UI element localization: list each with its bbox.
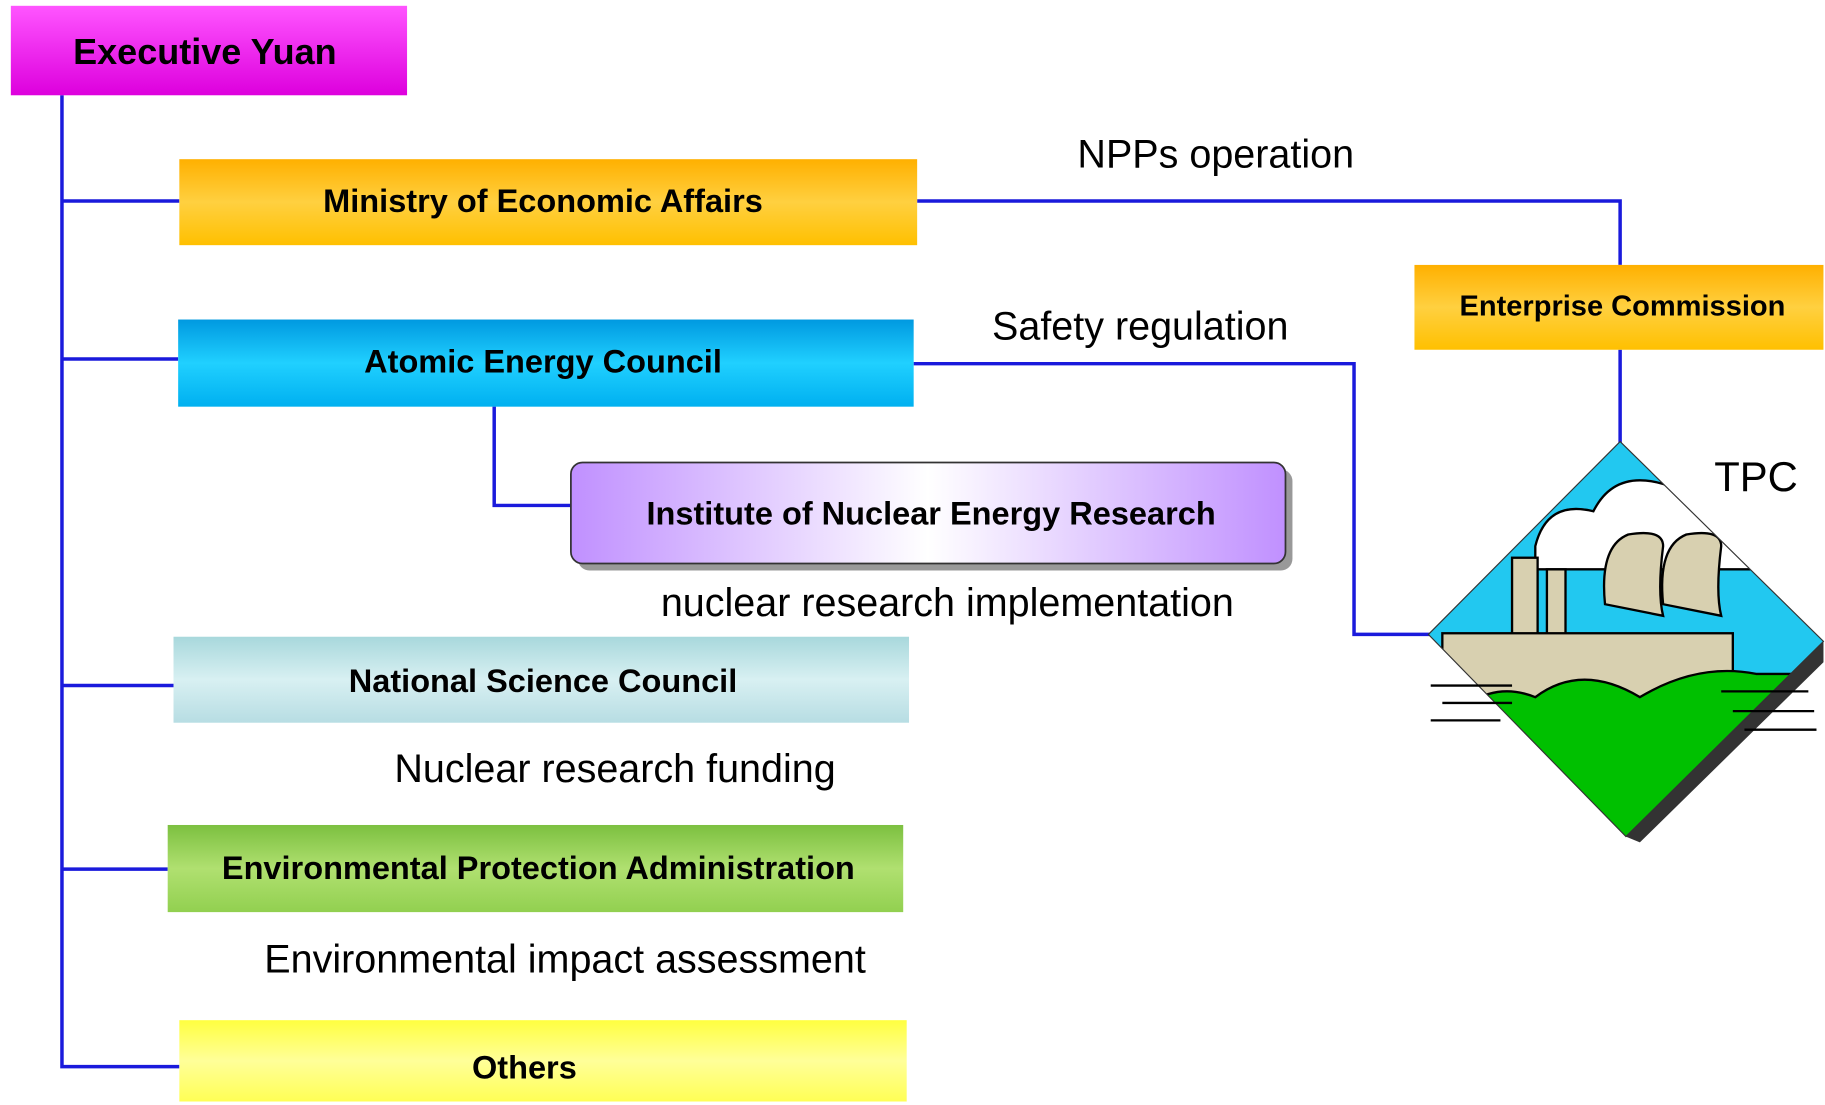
node-label: Executive Yuan bbox=[73, 31, 336, 72]
node-label: Environmental Protection Administration bbox=[222, 850, 855, 886]
node-label: Enterprise Commission bbox=[1459, 291, 1785, 323]
node-label: TPC bbox=[1714, 453, 1798, 500]
node-label: Ministry of Economic Affairs bbox=[323, 183, 763, 219]
node-label: National Science Council bbox=[349, 663, 737, 699]
node-label: Institute of Nuclear Energy Research bbox=[646, 495, 1215, 531]
node-label: Others bbox=[472, 1050, 577, 1086]
page: {"nodes": [ {"label": "Executive Yuan"},… bbox=[0, 0, 1825, 1105]
annotation: NPPs operation bbox=[1077, 132, 1354, 176]
annotation: Environmental impact assessment bbox=[264, 938, 866, 982]
annotation: Safety regulation bbox=[992, 304, 1288, 348]
node-label: Atomic Energy Council bbox=[364, 343, 722, 379]
annotation: Nuclear research funding bbox=[394, 747, 835, 791]
annotation: nuclear research implementation bbox=[661, 581, 1234, 625]
org-chart: Executive Yuan Ministry of Economic Affa… bbox=[0, 0, 1825, 1105]
